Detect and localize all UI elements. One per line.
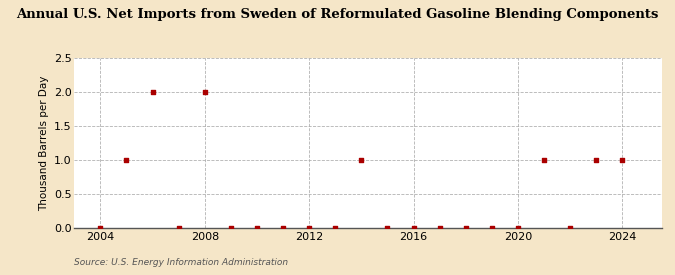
Point — [539, 158, 549, 162]
Point — [487, 226, 497, 230]
Point — [225, 226, 236, 230]
Point — [591, 158, 601, 162]
Point — [565, 226, 576, 230]
Point — [95, 226, 106, 230]
Point — [199, 90, 210, 94]
Point — [330, 226, 341, 230]
Text: Source: U.S. Energy Information Administration: Source: U.S. Energy Information Administ… — [74, 258, 288, 267]
Point — [277, 226, 288, 230]
Point — [512, 226, 523, 230]
Point — [617, 158, 628, 162]
Point — [434, 226, 445, 230]
Point — [304, 226, 315, 230]
Point — [356, 158, 367, 162]
Point — [460, 226, 471, 230]
Point — [121, 158, 132, 162]
Point — [173, 226, 184, 230]
Point — [147, 90, 158, 94]
Point — [252, 226, 263, 230]
Point — [408, 226, 419, 230]
Y-axis label: Thousand Barrels per Day: Thousand Barrels per Day — [40, 75, 49, 211]
Point — [382, 226, 393, 230]
Text: Annual U.S. Net Imports from Sweden of Reformulated Gasoline Blending Components: Annual U.S. Net Imports from Sweden of R… — [16, 8, 659, 21]
